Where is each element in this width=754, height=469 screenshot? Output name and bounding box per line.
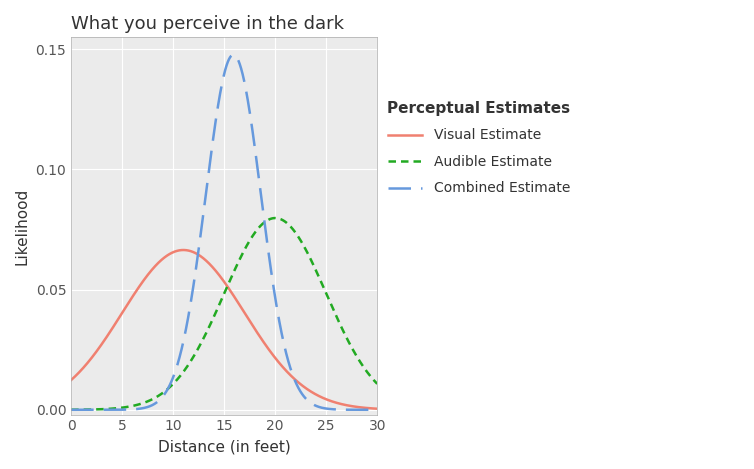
Visual Estimate — [46, 392, 55, 397]
Combined Estimate — [66, 407, 75, 413]
Legend: Visual Estimate, Audible Estimate, Combined Estimate: Visual Estimate, Audible Estimate, Combi… — [388, 101, 570, 196]
Visual Estimate — [66, 378, 75, 384]
Combined Estimate — [228, 52, 238, 58]
Visual Estimate — [179, 247, 188, 253]
Combined Estimate — [424, 407, 433, 413]
Audible Estimate — [46, 407, 55, 413]
Visual Estimate — [424, 407, 433, 413]
Y-axis label: Likelihood: Likelihood — [15, 187, 30, 265]
Line: Audible Estimate: Audible Estimate — [51, 218, 428, 410]
Visual Estimate — [230, 294, 239, 300]
Combined Estimate — [219, 71, 228, 76]
Combined Estimate — [412, 407, 421, 413]
X-axis label: Distance (in feet): Distance (in feet) — [158, 439, 290, 454]
Audible Estimate — [271, 215, 280, 221]
Visual Estimate — [412, 407, 421, 412]
Combined Estimate — [46, 407, 55, 413]
Combined Estimate — [413, 407, 422, 413]
Audible Estimate — [412, 403, 421, 408]
Combined Estimate — [230, 52, 239, 58]
Line: Visual Estimate: Visual Estimate — [51, 250, 428, 410]
Audible Estimate — [424, 405, 433, 410]
Visual Estimate — [413, 407, 422, 412]
Audible Estimate — [66, 407, 75, 413]
Line: Combined Estimate: Combined Estimate — [51, 55, 428, 410]
Audible Estimate — [219, 290, 228, 296]
Audible Estimate — [344, 338, 353, 344]
Text: What you perceive in the dark: What you perceive in the dark — [71, 15, 344, 33]
Combined Estimate — [344, 407, 353, 413]
Visual Estimate — [344, 403, 353, 408]
Audible Estimate — [413, 403, 422, 408]
Visual Estimate — [220, 280, 229, 285]
Audible Estimate — [230, 268, 239, 273]
